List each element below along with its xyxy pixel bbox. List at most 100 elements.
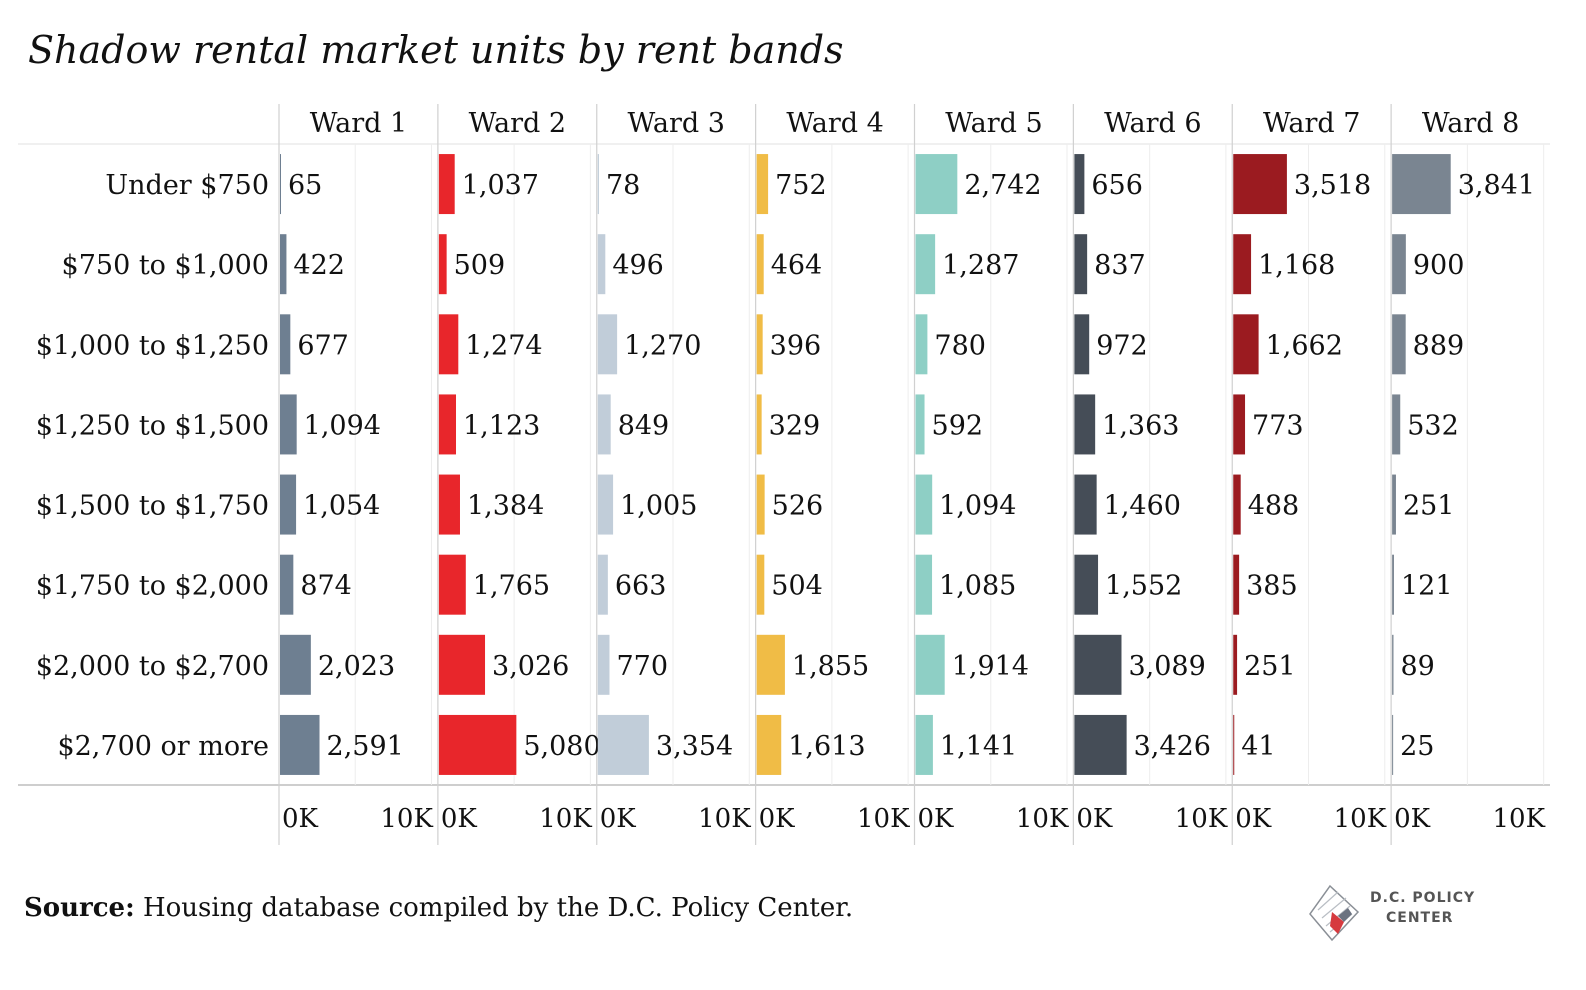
bar bbox=[438, 714, 517, 775]
bar-value-label: 1,384 bbox=[467, 491, 544, 522]
bar-value-label: 1,287 bbox=[942, 250, 1019, 281]
row-category-label: $2,700 or more bbox=[57, 731, 269, 762]
bar bbox=[1233, 394, 1246, 455]
bar bbox=[1233, 154, 1287, 215]
bar bbox=[915, 474, 933, 535]
bar-value-label: 1,613 bbox=[788, 731, 865, 762]
bar-value-label: 656 bbox=[1091, 170, 1143, 201]
bar bbox=[915, 714, 933, 775]
bar-value-label: 1,552 bbox=[1105, 571, 1182, 602]
bar-value-label: 2,742 bbox=[964, 170, 1041, 201]
facet-header: Ward 6 bbox=[1104, 108, 1201, 139]
bar-value-label: 496 bbox=[612, 250, 664, 281]
x-tick-label: 10K bbox=[1334, 804, 1387, 834]
bar bbox=[756, 234, 764, 295]
bar-value-label: 889 bbox=[1413, 330, 1465, 361]
x-tick-label: 10K bbox=[1175, 804, 1228, 834]
bar bbox=[280, 554, 294, 615]
facet-header: Ward 3 bbox=[627, 108, 724, 139]
bar bbox=[756, 474, 765, 535]
row-category-label: $1,500 to $1,750 bbox=[36, 491, 269, 522]
bar bbox=[1392, 154, 1451, 215]
logo-text-line1: D.C. POLICY bbox=[1370, 890, 1476, 906]
x-tick-label: 0K bbox=[1235, 804, 1272, 834]
bar-value-label: 1,270 bbox=[624, 330, 701, 361]
bar bbox=[438, 394, 457, 455]
bar bbox=[756, 554, 765, 615]
bar-value-label: 1,085 bbox=[939, 571, 1016, 602]
bar-value-label: 752 bbox=[775, 170, 827, 201]
bar-value-label: 1,037 bbox=[462, 170, 539, 201]
row-category-label: Under $750 bbox=[105, 170, 269, 201]
bar-value-label: 874 bbox=[300, 571, 352, 602]
bar bbox=[915, 634, 945, 695]
dc-policy-center-logo: D.C. POLICY CENTER bbox=[1308, 878, 1478, 948]
bar bbox=[756, 394, 762, 455]
bar-value-label: 3,026 bbox=[492, 651, 569, 682]
bar-value-label: 1,914 bbox=[952, 651, 1029, 682]
bar-value-label: 837 bbox=[1094, 250, 1146, 281]
bar-value-label: 251 bbox=[1403, 491, 1455, 522]
x-tick-label: 0K bbox=[759, 804, 796, 834]
bar bbox=[1074, 714, 1127, 775]
bar bbox=[597, 394, 611, 455]
bar-value-label: 65 bbox=[288, 170, 322, 201]
bar-value-label: 663 bbox=[615, 571, 667, 602]
bar bbox=[597, 634, 610, 695]
bar bbox=[1074, 154, 1085, 215]
bar-value-label: 509 bbox=[454, 250, 506, 281]
bar-value-label: 849 bbox=[618, 410, 670, 441]
bar-value-label: 78 bbox=[606, 170, 640, 201]
source-label: Source: bbox=[24, 893, 135, 923]
facet-header: Ward 7 bbox=[1263, 108, 1360, 139]
bar-value-label: 329 bbox=[769, 410, 821, 441]
bar bbox=[915, 394, 925, 455]
bar bbox=[1233, 554, 1240, 615]
bar-value-label: 25 bbox=[1400, 731, 1434, 762]
x-tick-label: 0K bbox=[918, 804, 955, 834]
bar bbox=[597, 714, 649, 775]
bar-value-label: 1,123 bbox=[463, 410, 540, 441]
bar-value-label: 972 bbox=[1096, 330, 1148, 361]
bar-value-label: 3,089 bbox=[1128, 651, 1205, 682]
x-tick-label: 0K bbox=[1394, 804, 1431, 834]
bar bbox=[280, 394, 297, 455]
bar bbox=[915, 314, 928, 375]
row-category-label: $1,750 to $2,000 bbox=[36, 571, 269, 602]
bar-value-label: 1,141 bbox=[940, 731, 1017, 762]
facet-header: Ward 1 bbox=[310, 108, 407, 139]
bar bbox=[1074, 394, 1096, 455]
x-tick-label: 10K bbox=[1492, 804, 1545, 834]
bar bbox=[1074, 554, 1099, 615]
bar bbox=[438, 554, 466, 615]
bar-value-label: 488 bbox=[1248, 491, 1300, 522]
bar-value-label: 1,094 bbox=[939, 491, 1016, 522]
bar bbox=[597, 154, 599, 215]
row-category-label: $1,250 to $1,500 bbox=[36, 410, 269, 441]
bar-value-label: 1,054 bbox=[303, 491, 380, 522]
x-tick-label: 0K bbox=[441, 804, 478, 834]
bar bbox=[280, 714, 320, 775]
bar bbox=[438, 314, 459, 375]
bar-value-label: 773 bbox=[1252, 410, 1304, 441]
x-tick-label: 10K bbox=[698, 804, 751, 834]
bar bbox=[1074, 474, 1097, 535]
x-tick-label: 0K bbox=[1076, 804, 1113, 834]
bar-value-label: 1,855 bbox=[792, 651, 869, 682]
facet-header: Ward 5 bbox=[945, 108, 1042, 139]
bar bbox=[1392, 554, 1394, 615]
bar-value-label: 780 bbox=[934, 330, 986, 361]
bar bbox=[915, 234, 936, 295]
bar bbox=[1392, 234, 1406, 295]
bar-value-label: 592 bbox=[932, 410, 984, 441]
row-category-label: $2,000 to $2,700 bbox=[36, 651, 269, 682]
bar-value-label: 3,354 bbox=[656, 731, 733, 762]
bar bbox=[438, 234, 447, 295]
bar bbox=[1074, 234, 1088, 295]
bar bbox=[597, 554, 608, 615]
bar bbox=[756, 154, 769, 215]
bar-value-label: 1,765 bbox=[473, 571, 550, 602]
bar-value-label: 3,841 bbox=[1458, 170, 1535, 201]
x-tick-label: 0K bbox=[282, 804, 319, 834]
